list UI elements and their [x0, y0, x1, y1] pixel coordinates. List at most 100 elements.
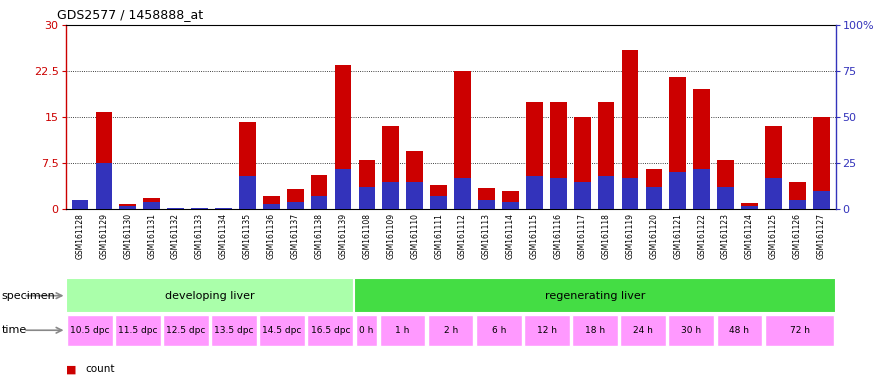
Bar: [574, 182, 591, 209]
Text: GSM161112: GSM161112: [458, 213, 467, 258]
Text: GSM161135: GSM161135: [243, 213, 252, 259]
Bar: [119, 204, 136, 209]
Bar: [406, 182, 423, 209]
Bar: [646, 169, 662, 209]
Bar: [813, 117, 829, 209]
Text: GSM161121: GSM161121: [673, 213, 682, 258]
Bar: [693, 89, 710, 209]
Text: GSM161123: GSM161123: [721, 213, 730, 259]
Bar: [572, 315, 618, 346]
Text: 12.5 dpc: 12.5 dpc: [166, 326, 206, 335]
Bar: [620, 315, 666, 346]
Text: GSM161139: GSM161139: [339, 213, 347, 259]
Text: count: count: [85, 364, 115, 374]
Bar: [66, 278, 354, 313]
Bar: [598, 176, 614, 209]
Bar: [574, 117, 591, 209]
Text: GSM161111: GSM161111: [434, 213, 443, 258]
Bar: [598, 102, 614, 209]
Bar: [239, 122, 256, 209]
Bar: [741, 203, 758, 209]
Text: 12 h: 12 h: [537, 326, 556, 335]
Bar: [95, 112, 112, 209]
Text: GSM161122: GSM161122: [697, 213, 706, 258]
Text: developing liver: developing liver: [165, 291, 255, 301]
Text: 24 h: 24 h: [634, 326, 653, 335]
Text: 10.5 dpc: 10.5 dpc: [70, 326, 109, 335]
Text: time: time: [2, 325, 27, 335]
Bar: [211, 315, 257, 346]
Bar: [334, 169, 352, 209]
Bar: [72, 203, 88, 209]
Text: GSM161138: GSM161138: [315, 213, 324, 259]
Text: GSM161115: GSM161115: [530, 213, 539, 259]
Bar: [502, 202, 519, 209]
Bar: [355, 315, 377, 346]
Text: GSM161110: GSM161110: [410, 213, 419, 259]
Bar: [72, 200, 88, 209]
Text: 14.5 dpc: 14.5 dpc: [262, 326, 302, 335]
Bar: [406, 151, 423, 209]
Bar: [646, 187, 662, 209]
Bar: [668, 315, 714, 346]
Text: specimen: specimen: [2, 291, 55, 301]
Text: 0 h: 0 h: [360, 326, 374, 335]
Bar: [262, 196, 280, 209]
Text: GSM161134: GSM161134: [219, 213, 228, 259]
Bar: [430, 196, 447, 209]
Bar: [526, 102, 542, 209]
Bar: [382, 182, 399, 209]
Text: GSM161128: GSM161128: [75, 213, 85, 258]
Text: GSM161127: GSM161127: [816, 213, 826, 259]
Text: GSM161132: GSM161132: [172, 213, 180, 259]
Text: 6 h: 6 h: [492, 326, 506, 335]
Bar: [454, 178, 471, 209]
Bar: [741, 205, 758, 209]
Bar: [311, 196, 327, 209]
Bar: [789, 200, 806, 209]
Text: GSM161113: GSM161113: [482, 213, 491, 259]
Text: GSM161119: GSM161119: [626, 213, 634, 259]
Bar: [239, 176, 256, 209]
Bar: [119, 205, 136, 209]
Text: 16.5 dpc: 16.5 dpc: [311, 326, 350, 335]
Bar: [354, 278, 836, 313]
Text: 30 h: 30 h: [682, 326, 702, 335]
Bar: [478, 188, 495, 209]
Text: GSM161131: GSM161131: [147, 213, 157, 259]
Bar: [765, 178, 782, 209]
Bar: [259, 315, 305, 346]
Text: 1 h: 1 h: [396, 326, 410, 335]
Text: GSM161125: GSM161125: [769, 213, 778, 259]
Bar: [428, 315, 473, 346]
Text: GSM161130: GSM161130: [123, 213, 132, 259]
Text: GSM161120: GSM161120: [649, 213, 658, 259]
Bar: [717, 315, 762, 346]
Bar: [311, 175, 327, 209]
Bar: [550, 102, 567, 209]
Text: GSM161114: GSM161114: [506, 213, 514, 259]
Bar: [382, 126, 399, 209]
Bar: [669, 172, 686, 209]
Bar: [380, 315, 425, 346]
Bar: [621, 178, 639, 209]
Bar: [262, 204, 280, 209]
Text: ■: ■: [66, 364, 76, 374]
Bar: [287, 189, 304, 209]
Bar: [115, 315, 161, 346]
Bar: [789, 182, 806, 209]
Text: 11.5 dpc: 11.5 dpc: [118, 326, 158, 335]
Bar: [526, 176, 542, 209]
Text: GSM161118: GSM161118: [601, 213, 611, 258]
Bar: [454, 71, 471, 209]
Bar: [307, 315, 354, 346]
Text: 18 h: 18 h: [585, 326, 605, 335]
Bar: [813, 191, 829, 209]
Text: GSM161108: GSM161108: [362, 213, 371, 259]
Bar: [765, 126, 782, 209]
Bar: [359, 187, 375, 209]
Bar: [621, 50, 639, 209]
Text: GSM161137: GSM161137: [290, 213, 300, 259]
Bar: [334, 65, 352, 209]
Text: GSM161109: GSM161109: [387, 213, 396, 259]
